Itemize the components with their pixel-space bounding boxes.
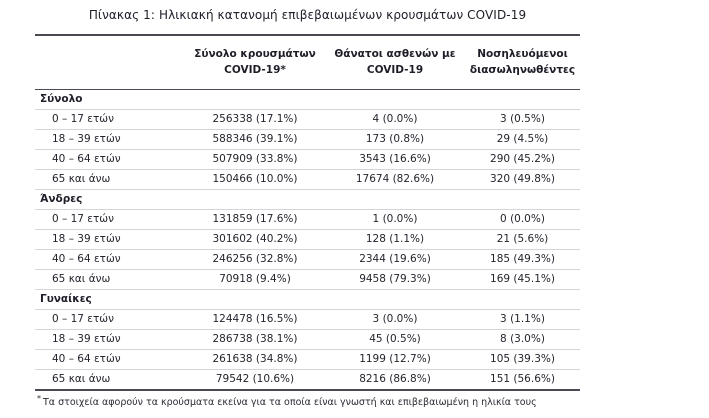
- cases-cell: 256338 (17.1%): [185, 108, 325, 130]
- intubated-cell: 290 (45.2%): [465, 148, 580, 170]
- intubated-cell: 0 (0.0%): [465, 208, 580, 230]
- intubated-cell: 8 (3.0%): [465, 328, 580, 350]
- empty-cell: [185, 89, 325, 109]
- deaths-cell: 128 (1.1%): [325, 228, 465, 250]
- col-header-line: Θάνατοι ασθενών με: [334, 48, 456, 60]
- table-row: 0 – 17 ετών 124478 (16.5%) 3 (0.0%) 3 (1…: [35, 308, 580, 330]
- header-row: Σύνολο κρουσμάτων COVID-19* Θάνατοι ασθε…: [35, 35, 580, 90]
- deaths-cell: 8216 (86.8%): [325, 368, 465, 390]
- cases-cell: 70918 (9.4%): [185, 268, 325, 290]
- table-row: 0 – 17 ετών 256338 (17.1%) 4 (0.0%) 3 (0…: [35, 108, 580, 130]
- row-label: 40 – 64 ετών: [35, 248, 185, 270]
- section-row-women: Γυναίκες: [35, 288, 580, 310]
- empty-cell: [465, 188, 580, 210]
- table-row: 40 – 64 ετών 507909 (33.8%) 3543 (16.6%)…: [35, 148, 580, 170]
- cases-cell: 507909 (33.8%): [185, 148, 325, 170]
- cases-cell: 79542 (10.6%): [185, 368, 325, 390]
- table-title: Πίνακας 1: Ηλικιακή κατανομή επιβεβαιωμέ…: [88, 8, 527, 22]
- table-row: 40 – 64 ετών 246256 (32.8%) 2344 (19.6%)…: [35, 248, 580, 270]
- section-row-total: Σύνολο: [35, 89, 580, 109]
- deaths-cell: 17674 (82.6%): [325, 168, 465, 190]
- section-row-men: Άνδρες: [35, 188, 580, 210]
- intubated-cell: 105 (39.3%): [465, 348, 580, 370]
- intubated-cell: 29 (4.5%): [465, 128, 580, 150]
- row-label: 65 και άνω: [35, 368, 185, 390]
- empty-cell: [465, 89, 580, 109]
- row-label: 18 – 39 ετών: [35, 328, 185, 350]
- intubated-cell: 151 (56.6%): [465, 368, 580, 390]
- intubated-cell: 185 (49.3%): [465, 248, 580, 270]
- covid-age-distribution-table: Σύνολο κρουσμάτων COVID-19* Θάνατοι ασθε…: [35, 34, 580, 391]
- cases-cell: 301602 (40.2%): [185, 228, 325, 250]
- table-row: 65 και άνω 150466 (10.0%) 17674 (82.6%) …: [35, 168, 580, 190]
- row-label: 0 – 17 ετών: [35, 308, 185, 330]
- empty-cell: [185, 288, 325, 310]
- intubated-cell: 3 (1.1%): [465, 308, 580, 330]
- empty-cell: [325, 89, 465, 109]
- col-header-cases: Σύνολο κρουσμάτων COVID-19*: [185, 35, 325, 90]
- intubated-cell: 3 (0.5%): [465, 108, 580, 130]
- empty-cell: [325, 288, 465, 310]
- cases-cell: 150466 (10.0%): [185, 168, 325, 190]
- table-row: 65 και άνω 79542 (10.6%) 8216 (86.8%) 15…: [35, 368, 580, 390]
- row-label: 0 – 17 ετών: [35, 108, 185, 130]
- deaths-cell: 3543 (16.6%): [325, 148, 465, 170]
- cases-cell: 286738 (38.1%): [185, 328, 325, 350]
- deaths-cell: 1199 (12.7%): [325, 348, 465, 370]
- deaths-cell: 45 (0.5%): [325, 328, 465, 350]
- deaths-cell: 3 (0.0%): [325, 308, 465, 330]
- empty-cell: [185, 188, 325, 210]
- footnote-marker: *: [37, 393, 41, 403]
- row-label: 40 – 64 ετών: [35, 148, 185, 170]
- empty-cell: [465, 288, 580, 310]
- row-label: 65 και άνω: [35, 268, 185, 290]
- row-label: 18 – 39 ετών: [35, 128, 185, 150]
- col-header-line: COVID-19: [366, 64, 424, 77]
- col-header-line: διασωληνωθέντες: [469, 64, 576, 77]
- col-header-line: Νοσηλευόμενοι: [477, 48, 568, 60]
- cases-cell: 246256 (32.8%): [185, 248, 325, 270]
- footnote: * Τα στοιχεία αφορούν τα κρούσματα εκείνα…: [35, 391, 595, 408]
- row-label: 40 – 64 ετών: [35, 348, 185, 370]
- table-row: 65 και άνω 70918 (9.4%) 9458 (79.3%) 169…: [35, 268, 580, 290]
- col-header-intubated: Νοσηλευόμενοι διασωληνωθέντες: [465, 35, 580, 90]
- table-row: 18 – 39 ετών 301602 (40.2%) 128 (1.1%) 2…: [35, 228, 580, 250]
- col-header-line: Σύνολο κρουσμάτων: [194, 48, 316, 60]
- deaths-cell: 1 (0.0%): [325, 208, 465, 230]
- table-row: 18 – 39 ετών 588346 (39.1%) 173 (0.8%) 2…: [35, 128, 580, 150]
- row-label: 65 και άνω: [35, 168, 185, 190]
- corner-cell: [35, 35, 185, 90]
- footnote-text: Τα στοιχεία αφορούν τα κρούσματα εκείνα …: [43, 396, 537, 408]
- intubated-cell: 21 (5.6%): [465, 228, 580, 250]
- intubated-cell: 320 (49.8%): [465, 168, 580, 190]
- deaths-cell: 2344 (19.6%): [325, 248, 465, 270]
- section-label: Άνδρες: [35, 188, 185, 210]
- section-label: Σύνολο: [40, 92, 83, 105]
- col-header-deaths: Θάνατοι ασθενών με COVID-19: [325, 35, 465, 90]
- empty-cell: [325, 188, 465, 210]
- row-label: 18 – 39 ετών: [35, 228, 185, 250]
- col-header-line: COVID-19*: [224, 64, 286, 77]
- section-label: Γυναίκες: [35, 288, 185, 310]
- deaths-cell: 173 (0.8%): [325, 128, 465, 150]
- cases-cell: 131859 (17.6%): [185, 208, 325, 230]
- table-row: 18 – 39 ετών 286738 (38.1%) 45 (0.5%) 8 …: [35, 328, 580, 350]
- document-page: Πίνακας 1: Ηλικιακή κατανομή επιβεβαιωμέ…: [35, 8, 595, 408]
- cases-cell: 588346 (39.1%): [185, 128, 325, 150]
- deaths-cell: 4 (0.0%): [325, 108, 465, 130]
- row-label: 0 – 17 ετών: [35, 208, 185, 230]
- intubated-cell: 169 (45.1%): [465, 268, 580, 290]
- deaths-cell: 9458 (79.3%): [325, 268, 465, 290]
- cases-cell: 261638 (34.8%): [185, 348, 325, 370]
- table-row: 0 – 17 ετών 131859 (17.6%) 1 (0.0%) 0 (0…: [35, 208, 580, 230]
- table-row: 40 – 64 ετών 261638 (34.8%) 1199 (12.7%)…: [35, 348, 580, 370]
- cases-cell: 124478 (16.5%): [185, 308, 325, 330]
